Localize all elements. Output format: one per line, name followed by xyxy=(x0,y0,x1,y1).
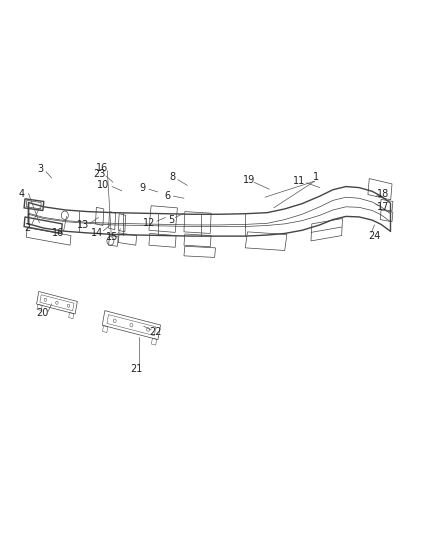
Text: 6: 6 xyxy=(165,191,171,200)
Text: 24: 24 xyxy=(368,231,381,240)
Text: 11: 11 xyxy=(293,176,305,186)
Text: 1: 1 xyxy=(313,172,319,182)
Text: 13: 13 xyxy=(77,220,89,230)
Text: 16: 16 xyxy=(95,163,108,173)
Text: 19: 19 xyxy=(243,175,255,185)
Text: 10: 10 xyxy=(97,180,109,190)
Text: 5: 5 xyxy=(168,215,174,224)
Text: 12: 12 xyxy=(143,218,155,228)
Text: 14: 14 xyxy=(91,228,103,238)
Text: 23: 23 xyxy=(94,169,106,179)
Text: 16: 16 xyxy=(52,229,64,238)
Text: 3: 3 xyxy=(37,165,43,174)
Text: 8: 8 xyxy=(169,172,175,182)
Text: 9: 9 xyxy=(139,183,145,193)
Text: 17: 17 xyxy=(377,202,389,212)
Text: 20: 20 xyxy=(36,309,49,318)
Text: 22: 22 xyxy=(149,327,162,336)
Text: 21: 21 xyxy=(131,364,143,374)
Text: 15: 15 xyxy=(106,232,118,241)
Text: 18: 18 xyxy=(377,189,389,199)
Text: 4: 4 xyxy=(19,189,25,199)
Text: 2: 2 xyxy=(24,223,30,233)
